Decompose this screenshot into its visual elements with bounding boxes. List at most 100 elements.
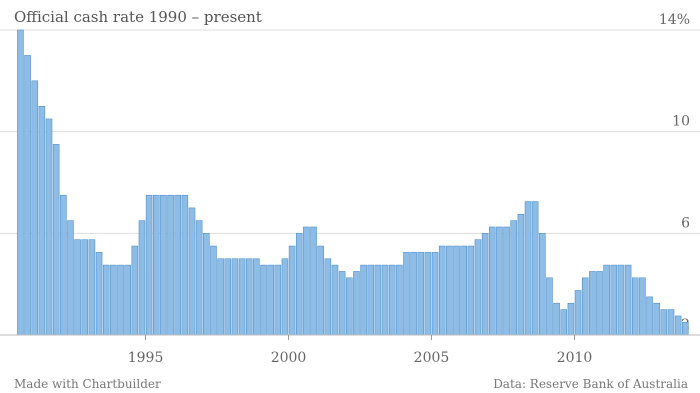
bar — [446, 245, 453, 336]
bar — [589, 271, 596, 336]
bar — [531, 201, 539, 336]
bar — [131, 245, 139, 336]
bar — [474, 239, 482, 336]
bar — [52, 144, 60, 336]
bar — [288, 245, 296, 336]
bar — [410, 252, 417, 336]
x-tick-label: 2005 — [414, 350, 450, 366]
bar — [546, 277, 553, 336]
bar — [574, 290, 582, 336]
bar — [560, 309, 568, 336]
bar — [367, 264, 375, 336]
bar — [417, 252, 425, 336]
bar — [238, 258, 246, 336]
bar — [360, 264, 367, 336]
bar — [496, 226, 503, 336]
bar — [38, 105, 46, 336]
bar — [67, 220, 74, 336]
bar — [682, 321, 689, 336]
bar — [624, 264, 632, 336]
y-tick-label: 6 — [681, 215, 690, 231]
y-tick-label: 14% — [659, 12, 690, 28]
bar — [231, 258, 239, 336]
x-tick-label: 2000 — [271, 350, 307, 366]
bar — [331, 264, 339, 336]
bar — [503, 226, 510, 336]
x-tick-label: 1995 — [128, 350, 164, 366]
bar — [160, 194, 167, 336]
source: Data: Reserve Bank of Australia — [493, 377, 688, 391]
bar — [31, 80, 39, 336]
bar — [317, 245, 324, 336]
bar — [152, 194, 160, 336]
bar — [260, 264, 267, 336]
bar — [524, 201, 532, 336]
bar — [510, 220, 517, 336]
bar — [217, 258, 224, 336]
bar — [660, 309, 668, 336]
bar — [596, 271, 603, 336]
bar — [667, 309, 675, 336]
bar — [396, 264, 403, 336]
bar — [145, 194, 153, 336]
bar — [267, 264, 274, 336]
bar — [424, 252, 432, 336]
bar — [24, 55, 31, 336]
bar — [188, 207, 196, 336]
bar — [610, 264, 618, 336]
bar — [324, 258, 332, 336]
bar — [253, 258, 260, 336]
y-tick-label: 10 — [672, 114, 690, 130]
bar — [124, 264, 131, 336]
bar — [60, 194, 67, 336]
bar — [17, 29, 24, 336]
bar — [467, 245, 475, 336]
bar — [617, 264, 625, 336]
bar — [388, 264, 396, 336]
bar — [310, 226, 317, 336]
bar — [346, 277, 353, 336]
bar — [374, 264, 382, 336]
bar — [639, 277, 646, 336]
bar — [353, 271, 360, 336]
bar — [81, 239, 89, 336]
bar — [453, 245, 460, 336]
bar — [45, 118, 53, 336]
bar — [245, 258, 253, 336]
bar — [88, 239, 96, 336]
bar — [581, 277, 589, 336]
bar — [110, 264, 117, 336]
bar — [117, 264, 124, 336]
bar — [138, 220, 146, 336]
bar — [203, 233, 210, 336]
bar — [274, 264, 282, 336]
bar — [653, 302, 660, 336]
bar — [567, 302, 575, 336]
chart-title: Official cash rate 1990 – present — [14, 8, 262, 26]
bar — [438, 245, 446, 336]
bar — [181, 194, 189, 336]
bar — [431, 252, 439, 336]
bar — [460, 245, 467, 336]
bar — [195, 220, 203, 336]
bar — [224, 258, 232, 336]
bar — [403, 252, 410, 336]
bar — [488, 226, 496, 336]
bar — [303, 226, 310, 336]
bar — [603, 264, 610, 336]
bar — [95, 252, 103, 336]
bar — [646, 296, 653, 336]
bar — [381, 264, 389, 336]
bar — [517, 213, 525, 336]
bar — [210, 245, 217, 336]
bar — [674, 315, 682, 336]
bar — [481, 233, 489, 336]
bar — [539, 233, 546, 336]
bar — [281, 258, 289, 336]
bar — [553, 302, 560, 336]
bar — [631, 277, 639, 336]
bar — [167, 194, 174, 336]
credit: Made with Chartbuilder — [14, 377, 161, 391]
bar — [174, 194, 181, 336]
